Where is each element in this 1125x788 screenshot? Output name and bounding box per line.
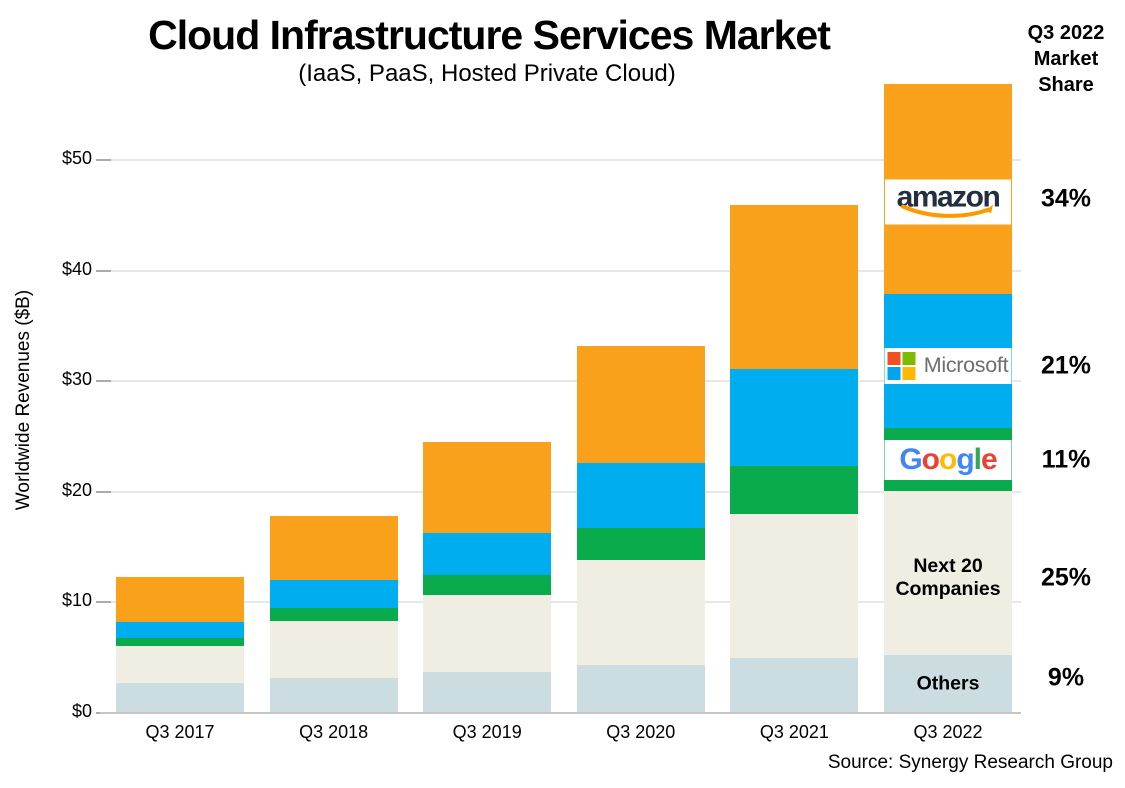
- bar-segment-amazon-q3-2018: [269, 516, 398, 581]
- bar-segment-microsoft-q3-2019: [423, 532, 552, 575]
- others-share-value: 9%: [1047, 663, 1085, 692]
- next20-companies-label: Next 20 Companies: [895, 555, 1001, 601]
- x-tick-label: Q3 2017: [145, 722, 215, 742]
- x-tick-label: Q3 2020: [606, 722, 676, 742]
- bar-segment-microsoft-q3-2021: [730, 369, 859, 467]
- next20-share-value: 25%: [1040, 563, 1092, 592]
- bar-segment-amazon-q3-2017: [116, 576, 244, 623]
- amazon-smile-icon: [901, 204, 993, 219]
- y-tick-label: $40: [61, 258, 92, 279]
- bar-segment-next-20-companies-q3-2020: [576, 560, 705, 666]
- chart-subtitle: (IaaS, PaaS, Hosted Private Cloud): [298, 60, 676, 87]
- y-gridline: [100, 601, 1021, 604]
- microsoft-share-value: 21%: [1040, 351, 1092, 380]
- bar-segment-google-q3-2018: [269, 607, 398, 622]
- y-gridline: [100, 269, 1021, 272]
- chart-title: Cloud Infrastructure Services Market: [148, 12, 831, 58]
- bar-segment-google-q3-2020: [576, 528, 705, 561]
- google-letter: g: [956, 443, 974, 477]
- microsoft-logo: Microsoft: [884, 347, 1012, 384]
- bar-segment-microsoft-q3-2020: [576, 463, 705, 529]
- bar-segment-others-q3-2017: [116, 683, 244, 713]
- microsoft-squares-icon: [887, 351, 916, 380]
- bar-segment-others-q3-2018: [269, 677, 398, 713]
- bar-segment-microsoft-q3-2018: [269, 580, 398, 608]
- google-share-value: 11%: [1041, 445, 1091, 474]
- bar-segment-amazon-q3-2020: [576, 345, 705, 464]
- y-tick-label: $20: [61, 479, 92, 500]
- bar-segment-others-q3-2021: [730, 657, 859, 713]
- market-share-header-line: Market: [1033, 48, 1099, 70]
- google-letter: o: [921, 443, 940, 477]
- google-letter: o: [938, 443, 957, 477]
- google-letter: e: [980, 443, 998, 477]
- market-share-header: Q3 2022 Market Share: [996, 20, 1125, 98]
- bar-segment-others-q3-2022: [884, 655, 1012, 713]
- others-label: Others: [916, 672, 980, 695]
- y-tick-label: $30: [61, 369, 92, 390]
- amazon-share-value: 34%: [1040, 184, 1092, 213]
- bar-segment-next-20-companies-q3-2019: [423, 594, 552, 673]
- x-tick-label: Q3 2018: [299, 722, 369, 742]
- y-tick-label: $50: [61, 148, 92, 168]
- bar-segment-google-q3-2021: [730, 466, 859, 514]
- x-tick-label: Q3 2021: [759, 722, 829, 742]
- bar-segment-others-q3-2020: [576, 665, 705, 713]
- y-axis-title: Worldwide Revenues ($B): [13, 289, 34, 511]
- bar-segment-microsoft-q3-2017: [116, 622, 244, 638]
- x-tick-label: Q3 2019: [452, 722, 522, 742]
- bar-segment-next-20-companies-q3-2022: [884, 490, 1012, 656]
- market-share-header-line: Q3 2022: [1027, 22, 1105, 44]
- x-axis-line: [100, 712, 1021, 714]
- y-gridline: [100, 490, 1021, 493]
- y-tick-mark: [96, 269, 111, 272]
- bar-segment-others-q3-2019: [423, 672, 552, 713]
- y-gridline: [100, 380, 1021, 383]
- microsoft-wordmark: Microsoft: [923, 353, 1009, 378]
- y-tick-mark: [96, 159, 111, 161]
- y-tick-label: $10: [61, 590, 92, 611]
- source-note: Source: Synergy Research Group: [827, 752, 1113, 773]
- bar-segment-google-q3-2017: [116, 637, 244, 646]
- y-tick-label: $0: [71, 701, 92, 721]
- google-letter: G: [899, 443, 922, 477]
- y-tick-mark: [96, 601, 111, 604]
- bar-segment-next-20-companies-q3-2017: [116, 645, 244, 684]
- y-tick-mark: [96, 380, 111, 383]
- bar-segment-amazon-q3-2021: [730, 205, 859, 370]
- y-gridline: [100, 159, 1021, 161]
- y-tick-mark: [96, 490, 111, 493]
- bar-segment-next-20-companies-q3-2021: [730, 513, 859, 658]
- google-letter: l: [973, 443, 982, 477]
- bar-segment-amazon-q3-2019: [423, 442, 552, 533]
- bar-segment-next-20-companies-q3-2018: [269, 621, 398, 678]
- market-share-header-line: Share: [1038, 74, 1094, 96]
- x-tick-label: Q3 2022: [913, 722, 983, 742]
- bar-segment-google-q3-2019: [423, 574, 552, 595]
- amazon-wordmark: amazon: [896, 180, 1001, 214]
- amazon-logo: amazon: [885, 179, 1011, 225]
